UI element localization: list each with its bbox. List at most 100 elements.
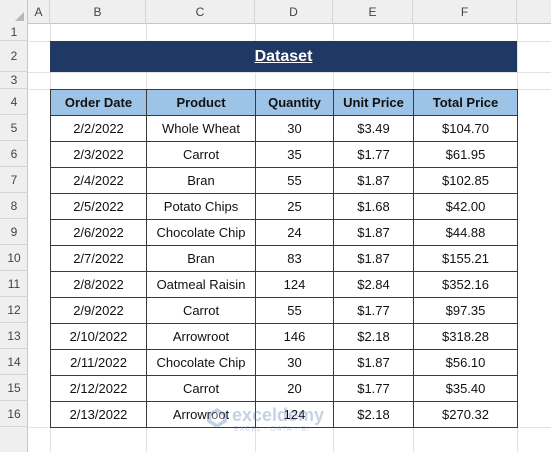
header-product[interactable]: Product [146,89,256,116]
table-row: 2/7/2022 Bran 83 $1.87 $155.21 [50,245,518,272]
product-cell[interactable]: Chocolate Chip [146,349,256,376]
unit-price-cell[interactable]: $2.18 [333,401,414,428]
row-header[interactable]: 15 [0,375,28,401]
row-header[interactable]: 1 [0,24,28,41]
product-cell[interactable]: Carrot [146,141,256,168]
select-all-corner[interactable] [0,0,28,24]
quantity-cell[interactable]: 25 [255,193,334,220]
row-header[interactable]: 8 [0,193,28,219]
unit-price-cell[interactable]: $1.87 [333,219,414,246]
total-price-cell[interactable]: $97.35 [413,297,518,324]
order-date-cell[interactable]: 2/3/2022 [50,141,147,168]
header-quantity[interactable]: Quantity [255,89,334,116]
dataset-title[interactable]: Dataset [50,41,517,72]
order-date-cell[interactable]: 2/4/2022 [50,167,147,194]
order-date-cell[interactable]: 2/6/2022 [50,219,147,246]
header-total-price[interactable]: Total Price [413,89,518,116]
total-price-cell[interactable]: $318.28 [413,323,518,350]
column-header-f[interactable]: F [413,0,517,24]
product-cell[interactable]: Bran [146,245,256,272]
total-price-cell[interactable]: $155.21 [413,245,518,272]
order-date-cell[interactable]: 2/9/2022 [50,297,147,324]
total-price-cell[interactable]: $102.85 [413,167,518,194]
quantity-cell[interactable]: 24 [255,219,334,246]
total-price-cell[interactable]: $56.10 [413,349,518,376]
unit-price-cell[interactable]: $1.68 [333,193,414,220]
dataset-table: Order Date Product Quantity Unit Price T… [50,89,518,428]
row-header[interactable]: 2 [0,41,28,72]
order-date-cell[interactable]: 2/8/2022 [50,271,147,298]
exceldemy-logo-icon [207,408,227,428]
quantity-cell[interactable]: 146 [255,323,334,350]
product-cell[interactable]: Oatmeal Raisin [146,271,256,298]
order-date-cell[interactable]: 2/5/2022 [50,193,147,220]
column-header-a[interactable]: A [28,0,50,24]
column-header-e[interactable]: E [333,0,413,24]
unit-price-cell[interactable]: $1.77 [333,375,414,402]
quantity-cell[interactable]: 124 [255,401,334,428]
total-price-cell[interactable]: $44.88 [413,219,518,246]
row-header[interactable]: 6 [0,141,28,167]
quantity-cell[interactable]: 124 [255,271,334,298]
column-header-b[interactable]: B [50,0,146,24]
unit-price-cell[interactable]: $1.87 [333,349,414,376]
column-header-bar: A B C D E F [0,0,551,24]
quantity-cell[interactable]: 20 [255,375,334,402]
quantity-cell[interactable]: 55 [255,297,334,324]
table-row: 2/6/2022 Chocolate Chip 24 $1.87 $44.88 [50,219,518,246]
row-header[interactable]: 3 [0,72,28,89]
order-date-cell[interactable]: 2/13/2022 [50,401,147,428]
column-header-d[interactable]: D [255,0,333,24]
row-header[interactable]: 10 [0,245,28,271]
total-price-cell[interactable]: $352.16 [413,271,518,298]
total-price-cell[interactable]: $104.70 [413,115,518,142]
product-cell[interactable]: Potato Chips [146,193,256,220]
table-row: 2/2/2022 Whole Wheat 30 $3.49 $104.70 [50,115,518,142]
order-date-cell[interactable]: 2/11/2022 [50,349,147,376]
quantity-cell[interactable]: 55 [255,167,334,194]
unit-price-cell[interactable]: $1.77 [333,141,414,168]
product-cell[interactable]: Arrowroot [146,401,256,428]
total-price-cell[interactable]: $61.95 [413,141,518,168]
table-row: 2/12/2022 Carrot 20 $1.77 $35.40 [50,375,518,402]
row-header[interactable]: 9 [0,219,28,245]
unit-price-cell[interactable]: $1.87 [333,167,414,194]
unit-price-cell[interactable]: $3.49 [333,115,414,142]
row-header[interactable]: 5 [0,115,28,141]
row-header[interactable]: 14 [0,349,28,375]
total-price-cell[interactable]: $42.00 [413,193,518,220]
row-header[interactable]: 11 [0,271,28,297]
product-cell[interactable]: Bran [146,167,256,194]
product-cell[interactable]: Carrot [146,297,256,324]
table-header-row: Order Date Product Quantity Unit Price T… [50,89,518,116]
header-unit-price[interactable]: Unit Price [333,89,414,116]
order-date-cell[interactable]: 2/7/2022 [50,245,147,272]
unit-price-cell[interactable]: $2.18 [333,323,414,350]
product-cell[interactable]: Carrot [146,375,256,402]
quantity-cell[interactable]: 30 [255,115,334,142]
product-cell[interactable]: Arrowroot [146,323,256,350]
total-price-cell[interactable]: $270.32 [413,401,518,428]
order-date-cell[interactable]: 2/2/2022 [50,115,147,142]
row-header[interactable]: 16 [0,401,28,427]
column-header-c[interactable]: C [146,0,255,24]
product-cell[interactable]: Whole Wheat [146,115,256,142]
quantity-cell[interactable]: 30 [255,349,334,376]
quantity-cell[interactable]: 35 [255,141,334,168]
row-header[interactable]: 12 [0,297,28,323]
row-header[interactable]: 13 [0,323,28,349]
unit-price-cell[interactable]: $1.77 [333,297,414,324]
header-order-date[interactable]: Order Date [50,89,147,116]
order-date-cell[interactable]: 2/12/2022 [50,375,147,402]
row-header[interactable]: 7 [0,167,28,193]
product-cell[interactable]: Chocolate Chip [146,219,256,246]
quantity-cell[interactable]: 83 [255,245,334,272]
exceldemy-watermark: exceldemy EXCEL · DATA · BI [206,403,356,435]
table-row: 2/11/2022 Chocolate Chip 30 $1.87 $56.10 [50,349,518,376]
row-header[interactable]: 4 [0,89,28,115]
unit-price-cell[interactable]: $2.84 [333,271,414,298]
unit-price-cell[interactable]: $1.87 [333,245,414,272]
order-date-cell[interactable]: 2/10/2022 [50,323,147,350]
total-price-cell[interactable]: $35.40 [413,375,518,402]
table-row: 2/4/2022 Bran 55 $1.87 $102.85 [50,167,518,194]
